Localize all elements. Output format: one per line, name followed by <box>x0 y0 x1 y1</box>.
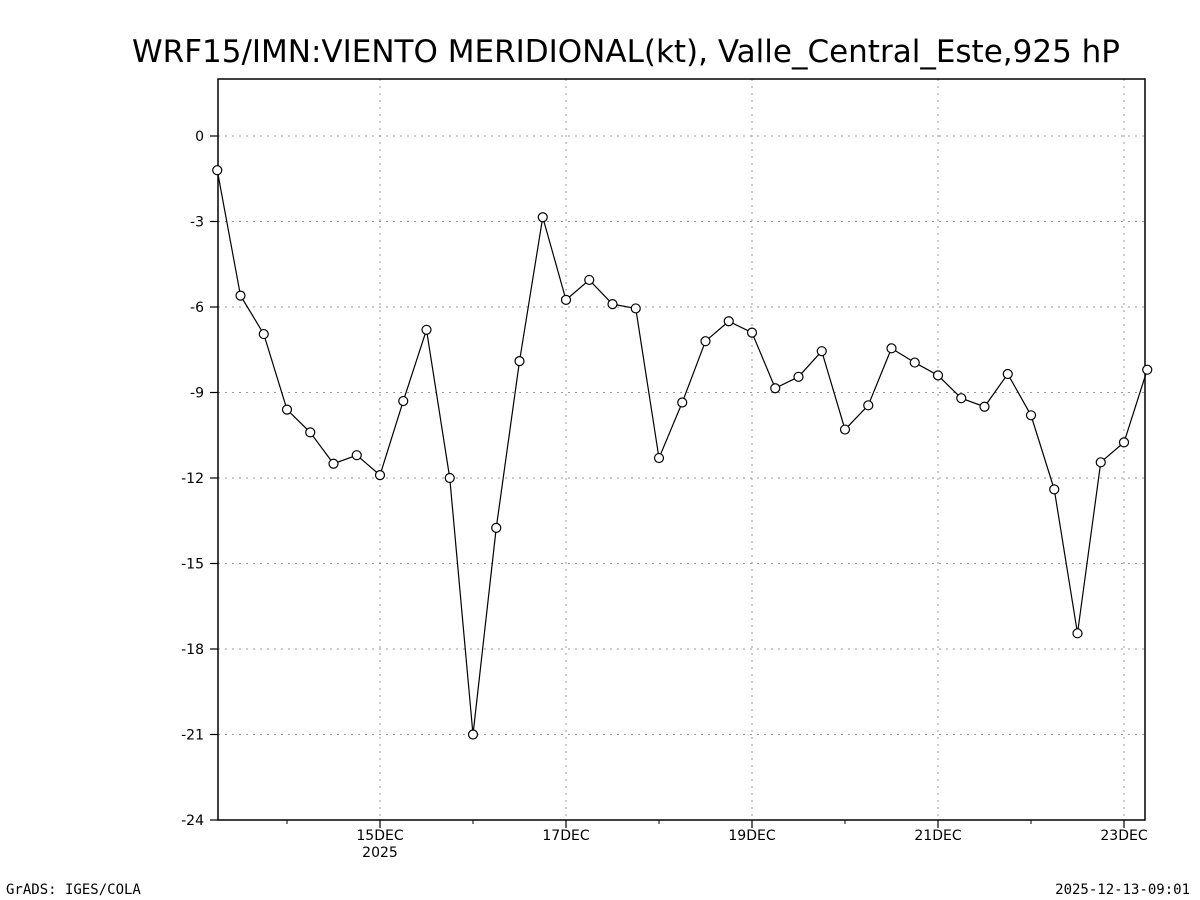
data-point <box>212 165 223 176</box>
x-tick-label: 23DEC <box>1100 828 1147 844</box>
data-point <box>235 290 246 301</box>
data-point <box>1142 364 1153 375</box>
y-tick-label: -9 <box>190 386 204 402</box>
data-point <box>421 324 432 335</box>
data-point <box>374 470 386 481</box>
data-point <box>444 472 455 484</box>
footer-left: GrADS: IGES/COLA <box>6 882 141 898</box>
data-point <box>630 303 641 314</box>
data-point <box>1049 484 1060 495</box>
data-point <box>491 522 502 533</box>
data-point <box>537 212 548 223</box>
data-point <box>1118 437 1130 448</box>
y-tick-label: -3 <box>190 215 204 231</box>
grid <box>218 79 1145 820</box>
data-point <box>746 327 758 338</box>
data-point <box>351 450 362 461</box>
data-point <box>956 393 967 404</box>
y-tick-label: -24 <box>181 813 204 829</box>
data-point <box>1002 368 1013 380</box>
data-point <box>886 343 897 354</box>
y-tick-label: -12 <box>181 471 204 487</box>
data-point <box>677 397 688 408</box>
y-tick-label: -6 <box>190 300 204 316</box>
data-point <box>467 729 479 740</box>
data-point <box>398 395 409 407</box>
x-tick-label: 21DEC <box>914 828 961 844</box>
data-point <box>607 299 618 310</box>
data-point <box>979 401 990 412</box>
data-point <box>328 458 339 469</box>
data-point <box>560 294 572 305</box>
data-point <box>653 452 665 464</box>
data-point <box>1095 457 1106 468</box>
data-point <box>584 274 595 286</box>
data-point <box>258 328 269 340</box>
data-point <box>909 357 920 368</box>
plot-frame <box>217 78 1146 821</box>
x-tick-label: 17DEC <box>542 828 589 844</box>
data-point <box>1025 410 1037 421</box>
data-point <box>723 316 734 327</box>
data-point <box>816 346 827 357</box>
x-tick-label: 19DEC <box>728 828 775 844</box>
data-point <box>932 370 944 381</box>
data-point <box>793 371 804 382</box>
data-point <box>281 404 293 415</box>
y-tick-label: -21 <box>181 728 204 744</box>
data-point <box>770 383 781 394</box>
data-point <box>305 427 316 438</box>
x-tick-sublabel: 2025 <box>362 845 398 861</box>
y-tick-label: -15 <box>181 557 204 573</box>
x-tick-label: 15DEC <box>356 828 403 844</box>
y-tick-label: 0 <box>195 129 204 145</box>
data-point <box>514 356 525 367</box>
y-tick-label: -18 <box>181 642 204 658</box>
series <box>212 165 1153 740</box>
data-point <box>700 336 711 347</box>
data-point <box>1072 628 1083 639</box>
chart-title: WRF15/IMN:VIENTO MERIDIONAL(kt), Valle_C… <box>132 34 1120 70</box>
data-point <box>863 400 874 411</box>
data-point <box>839 424 851 435</box>
footer-right: 2025-12-13-09:01 <box>1055 882 1190 898</box>
